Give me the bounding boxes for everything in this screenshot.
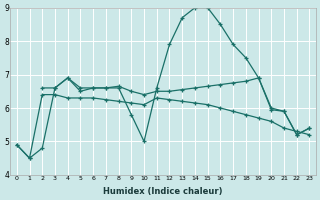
X-axis label: Humidex (Indice chaleur): Humidex (Indice chaleur) (103, 187, 223, 196)
